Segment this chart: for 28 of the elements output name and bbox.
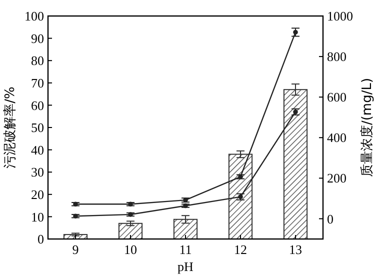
x-tick-label: 12 [234,242,247,257]
y2-tick-label: 1000 [327,8,353,24]
y-tick-label: 70 [31,75,44,90]
y-tick-label: 40 [31,142,44,158]
bar [173,218,198,240]
y-tick-label: 60 [31,98,44,113]
bar [228,154,253,240]
y2-tick-label: 600 [327,90,346,105]
y-tick-label: 0 [38,232,44,247]
y-tick-label: 30 [31,164,44,180]
y2-tick-label: 0 [327,211,334,226]
y-tick-label: 50 [31,120,44,136]
y-tick-label: 90 [31,30,44,46]
y-tick-label: 80 [31,53,44,68]
x-tick-label: 13 [289,242,302,257]
y2-tick-label: 800 [327,49,346,64]
y-tick-label: 20 [31,186,44,202]
y-axis-title: 污泥破解率/% [2,86,18,168]
bar [118,222,143,240]
y2-tick-label: 400 [327,130,346,146]
x-axis-title: pH [178,259,194,274]
y-tick-label: 10 [31,209,44,224]
y-tick-label: 100 [24,8,44,24]
x-tick-label: 9 [72,242,79,257]
x-tick-label: 11 [179,242,192,257]
y2-axis-title: 质量浓度/(mg/L) [359,78,375,178]
x-tick-label: 10 [124,242,137,257]
y2-tick-label: 200 [327,170,346,186]
